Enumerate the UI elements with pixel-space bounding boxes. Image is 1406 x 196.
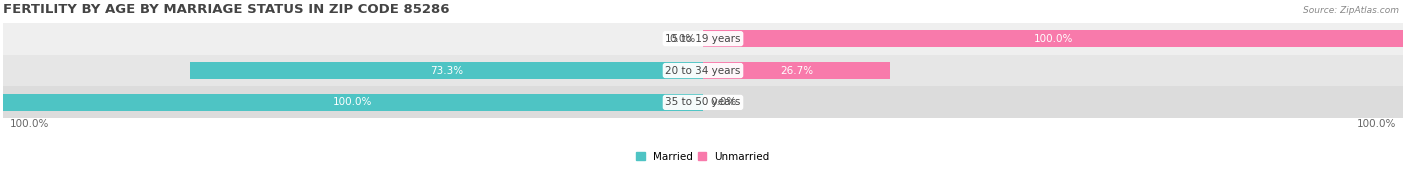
Text: 100.0%: 100.0%	[1357, 119, 1396, 129]
Bar	[3, 23, 1403, 55]
Text: 100.0%: 100.0%	[333, 97, 373, 107]
Bar	[3, 55, 1403, 86]
Bar	[190, 62, 703, 79]
Text: 0.0%: 0.0%	[710, 97, 737, 107]
Text: 35 to 50 years: 35 to 50 years	[665, 97, 741, 107]
Text: 26.7%: 26.7%	[780, 65, 813, 75]
Bar	[3, 86, 1403, 118]
Text: 20 to 34 years: 20 to 34 years	[665, 65, 741, 75]
Bar	[703, 30, 1403, 47]
Text: 100.0%: 100.0%	[10, 119, 49, 129]
Bar	[703, 62, 890, 79]
Text: 0.0%: 0.0%	[669, 34, 696, 44]
Text: FERTILITY BY AGE BY MARRIAGE STATUS IN ZIP CODE 85286: FERTILITY BY AGE BY MARRIAGE STATUS IN Z…	[3, 3, 450, 16]
Legend: Married, Unmarried: Married, Unmarried	[633, 148, 773, 166]
Bar	[3, 94, 703, 111]
Text: 100.0%: 100.0%	[1033, 34, 1073, 44]
Text: 15 to 19 years: 15 to 19 years	[665, 34, 741, 44]
Text: 73.3%: 73.3%	[430, 65, 463, 75]
Text: Source: ZipAtlas.com: Source: ZipAtlas.com	[1303, 6, 1399, 15]
